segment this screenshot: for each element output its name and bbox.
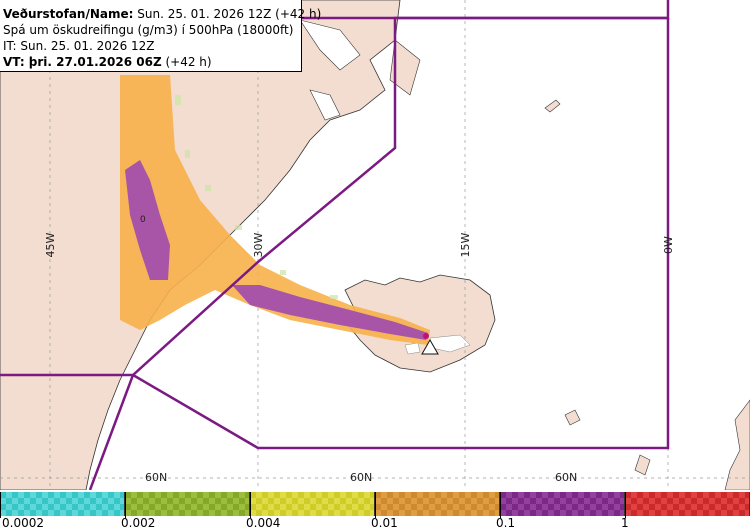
lat-label-60n: 60N: [350, 471, 372, 484]
legend-swatch-3: [375, 492, 500, 516]
valid-time-offset: (+42 h): [161, 55, 212, 69]
legend-swatch-4: [500, 492, 625, 516]
legend-swatch-5: [625, 492, 750, 516]
legend-tick-mark: [125, 492, 126, 518]
valid-time-line: VT: þri. 27.01.2026 06Z (+42 h): [3, 54, 301, 70]
legend-swatch-1: [125, 492, 250, 516]
legend-tick-mark: [625, 492, 626, 518]
lon-label-30w: 30W: [252, 232, 265, 257]
legend-tick-label: 0.0002: [2, 516, 44, 530]
legend-swatch-0: [0, 492, 125, 516]
legend-tick-label: 0.01: [371, 516, 398, 530]
concentration-legend: 0.0002 0.002 0.004 0.01 0.1 1: [0, 490, 750, 532]
ash-plume-high: [125, 160, 170, 280]
shetland-islands: [634, 454, 651, 476]
lon-label-45w: 45W: [44, 232, 57, 257]
valid-time-label: VT: þri. 27.01.2026 06Z: [3, 55, 162, 69]
contour-label: 0: [140, 215, 146, 225]
legend-tick-mark: [500, 492, 501, 518]
greenland-fjord: [299, 19, 361, 71]
issue-time: IT: Sun. 25. 01. 2026 12Z: [3, 39, 155, 53]
ash-plume-low: [120, 75, 430, 345]
fir-boundary-south: [132, 18, 670, 450]
lon-label-0w: 0W: [662, 236, 675, 254]
greenland-fjord: [309, 89, 341, 121]
ash-fringe: [175, 95, 338, 299]
fir-boundary-main: [0, 16, 668, 377]
legend-tick-mark: [375, 492, 376, 518]
ash-plume-high: [232, 285, 428, 340]
forecast-info-box: Veðurstofan/Name: Sun. 25. 01. 2026 12Z …: [0, 0, 321, 72]
issuer-line: Veðurstofan/Name: Sun. 25. 01. 2026 12Z …: [3, 6, 321, 22]
legend-color-bar: [0, 492, 750, 516]
volcano-marker: [423, 333, 429, 339]
legend-tick-label: 0.1: [496, 516, 516, 530]
lat-label-60n: 60N: [145, 471, 167, 484]
fir-boundary-greenland-south: [88, 374, 135, 490]
legend-tick-label: 1: [621, 516, 629, 530]
lon-label-15w: 15W: [459, 232, 472, 257]
norway-coast: [724, 399, 750, 490]
greenland-fjord: [389, 39, 421, 96]
issuer-label: Veðurstofan/Name:: [3, 7, 134, 21]
forecast-description: Spá um öskudreifingu (g/m3) í 500hPa (18…: [3, 23, 294, 37]
issuer-value: Sun. 25. 01. 2026 12Z (+42 h): [133, 7, 322, 21]
volcano-triangle-icon: [421, 338, 439, 355]
legend-tick-label: 0.004: [246, 516, 281, 530]
legend-tick-mark: [250, 492, 251, 518]
ash-dispersion-map: 0 45W 30W 15W 0W 60N 60N 60N: [0, 0, 750, 490]
fir-boundary: [0, 0, 670, 490]
faroe-islands: [564, 409, 581, 426]
glacier: [404, 342, 421, 355]
jan-mayen-island: [544, 99, 561, 113]
legend-swatch-2: [250, 492, 375, 516]
lat-label-60n: 60N: [555, 471, 577, 484]
legend-tick-mark: [0, 492, 1, 518]
legend-tick-label: 0.002: [121, 516, 156, 530]
